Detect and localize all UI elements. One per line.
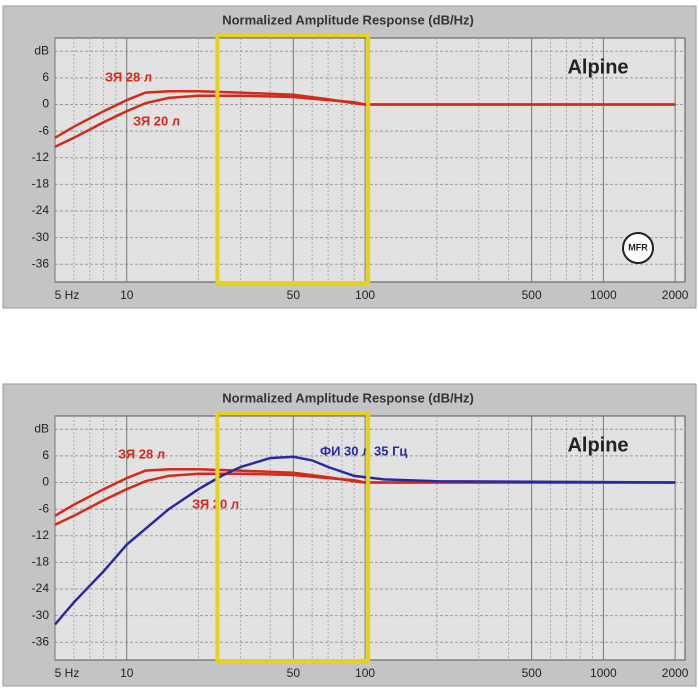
series-label: ЗЯ 28 л bbox=[118, 446, 165, 461]
series-line bbox=[54, 472, 676, 526]
series-line bbox=[54, 94, 676, 148]
x-tick-label: 100 bbox=[355, 666, 375, 680]
x-tick-label: 1000 bbox=[590, 288, 617, 302]
x-tick-label: 500 bbox=[522, 666, 542, 680]
y-tick-label: -30 bbox=[32, 608, 50, 622]
brand-label: Alpine bbox=[567, 56, 628, 78]
x-tick-label: 50 bbox=[287, 666, 301, 680]
badge-label: MFR bbox=[628, 242, 648, 252]
x-tick-label: 10 bbox=[120, 288, 134, 302]
y-tick-label: 6 bbox=[42, 70, 49, 84]
y-tick-label: dB bbox=[34, 43, 49, 57]
y-tick-label: 6 bbox=[42, 448, 49, 462]
highlight-box bbox=[215, 33, 371, 285]
y-tick-label: -12 bbox=[32, 150, 50, 164]
x-tick-label: 2000 bbox=[662, 288, 689, 302]
chart-title: Normalized Amplitude Response (dB/Hz) bbox=[222, 390, 474, 405]
x-tick-label: 100 bbox=[355, 288, 375, 302]
y-tick-label: dB bbox=[34, 421, 49, 435]
x-tick-label: 50 bbox=[287, 288, 301, 302]
y-tick-label: -30 bbox=[32, 230, 50, 244]
y-tick-label: -24 bbox=[32, 203, 50, 217]
highlight-box bbox=[215, 411, 371, 663]
x-tick-label: 5 Hz bbox=[55, 666, 80, 680]
series-label: ЗЯ 20 л bbox=[133, 113, 180, 128]
x-tick-label: 2000 bbox=[662, 666, 689, 680]
chart-panel: Normalized Amplitude Response (dB/Hz) dB 6… bbox=[2, 383, 697, 687]
brand-label: Alpine bbox=[567, 434, 628, 456]
y-tick-label: -18 bbox=[32, 177, 50, 191]
y-tick-label: -12 bbox=[32, 528, 50, 542]
badge-circle bbox=[622, 232, 654, 264]
chart-title: Normalized Amplitude Response (dB/Hz) bbox=[222, 12, 474, 27]
series-label: ФИ 30 л 35 Гц bbox=[320, 443, 407, 458]
y-tick-label: 0 bbox=[42, 475, 49, 489]
y-tick-label: -6 bbox=[38, 501, 49, 515]
x-tick-label: 10 bbox=[120, 666, 134, 680]
y-tick-label: -36 bbox=[32, 634, 50, 648]
chart-panel: Normalized Amplitude Response (dB/Hz) dB 6… bbox=[2, 5, 697, 309]
y-tick-label: -18 bbox=[32, 555, 50, 569]
series-label: ЗЯ 28 л bbox=[105, 69, 152, 84]
y-tick-label: -6 bbox=[38, 123, 49, 137]
y-tick-label: -36 bbox=[32, 256, 50, 270]
x-tick-label: 500 bbox=[522, 288, 542, 302]
y-tick-label: -24 bbox=[32, 581, 50, 595]
x-tick-label: 1000 bbox=[590, 666, 617, 680]
y-tick-label: 0 bbox=[42, 97, 49, 111]
x-tick-label: 5 Hz bbox=[55, 288, 80, 302]
